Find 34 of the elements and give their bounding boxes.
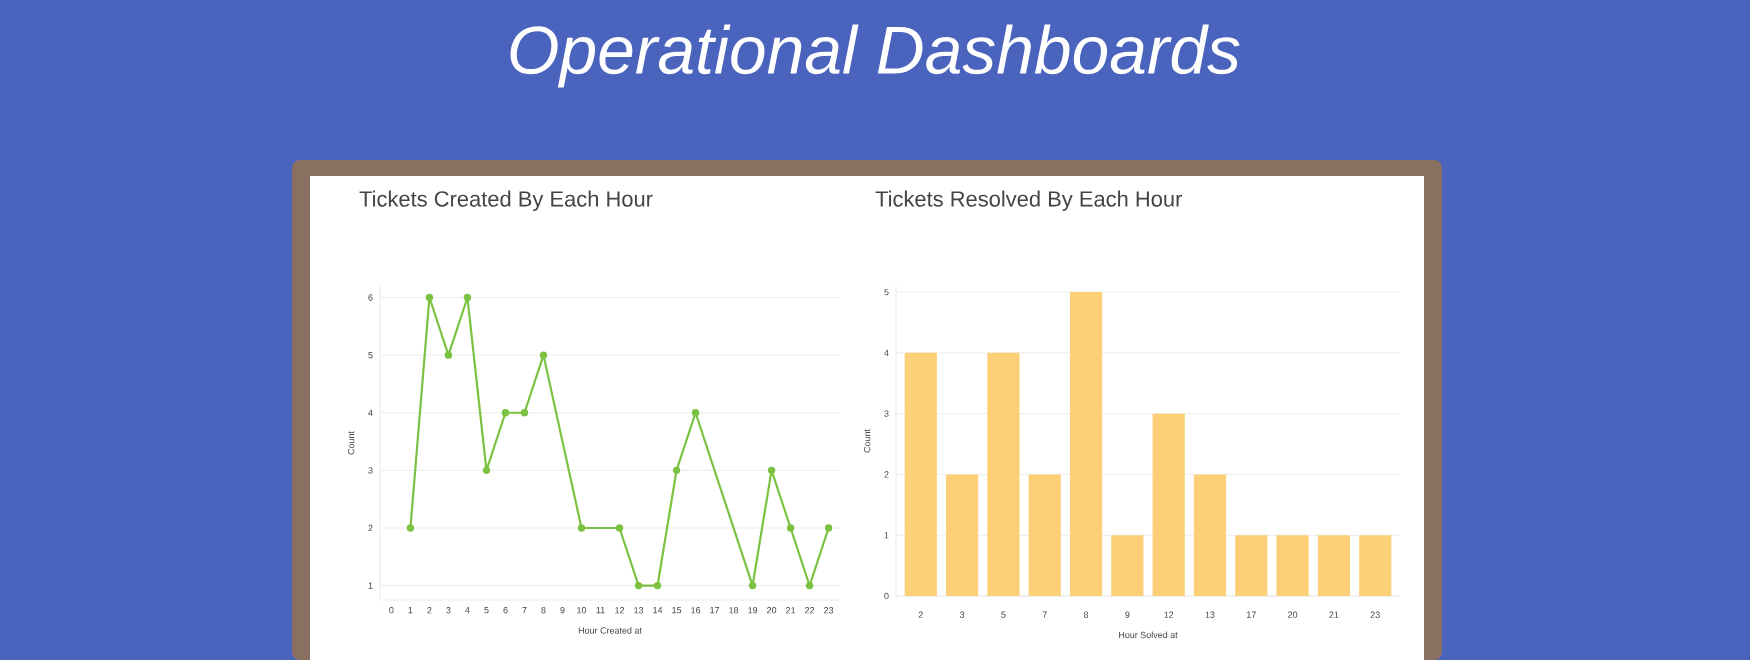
bar (1193, 474, 1227, 596)
point (501, 409, 510, 417)
point (482, 466, 491, 475)
point (463, 293, 472, 302)
chart-title: Tickets Resolved By Each Hour (875, 190, 1183, 211)
point (539, 351, 548, 359)
point (577, 524, 586, 532)
point (406, 524, 415, 532)
chart-title: Tickets Created By Each Hour (359, 190, 653, 211)
bar (1359, 535, 1392, 596)
point (520, 409, 529, 417)
bar (1069, 292, 1103, 596)
bar (1152, 413, 1185, 596)
text: Operational Dashboards (510, 24, 1240, 88)
point (615, 524, 624, 532)
point (824, 524, 833, 532)
point (653, 581, 662, 590)
point (691, 409, 700, 417)
point (805, 581, 814, 590)
bar (1276, 535, 1309, 596)
bar (1317, 535, 1351, 596)
point (767, 466, 776, 475)
point (786, 524, 795, 532)
bar (904, 352, 937, 596)
point (672, 466, 681, 475)
point (634, 581, 643, 590)
bar (1235, 535, 1268, 596)
bar (1028, 474, 1061, 596)
bar (946, 474, 979, 596)
point (748, 581, 757, 590)
point (444, 351, 453, 359)
bar (1111, 535, 1144, 596)
bar (987, 352, 1020, 596)
point (425, 293, 434, 302)
